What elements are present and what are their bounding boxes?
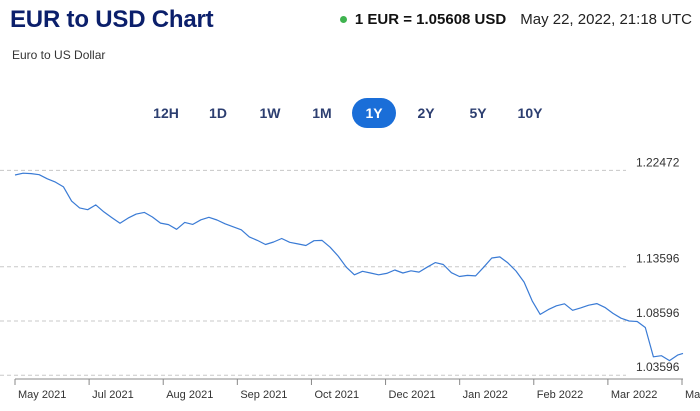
rate-value: 1 EUR = 1.05608 USD [354,11,507,28]
x-tick-label: May 2021 [18,389,66,401]
tab-2y[interactable]: 2Y [417,105,435,121]
y-tick-label: 1.13596 [636,252,680,266]
y-tick-label: 1.22472 [636,155,680,169]
tab-1d[interactable]: 1D [209,105,227,121]
x-tick-label: Oct 2021 [314,389,359,401]
x-tick-label: Dec 2021 [389,389,436,401]
x-tick-label: Feb 2022 [537,389,583,401]
page-title: EUR to USD Chart [10,6,214,33]
x-tick-label: Sep 2021 [240,389,287,401]
page-subtitle: Euro to US Dollar [12,48,106,62]
timeframe-tabs: 12H 1D 1W 1M 1Y 2Y 5Y 10Y [144,98,560,128]
tab-1y[interactable]: 1Y [352,98,396,128]
tab-1m[interactable]: 1M [312,105,332,121]
tab-10y[interactable]: 10Y [517,105,543,121]
x-tick-label: Aug 2021 [166,389,213,401]
current-rate: 1 EUR = 1.05608 USD May 22, 2022, 21:18 … [339,11,692,28]
rate-series-line [14,172,684,362]
live-status-dot-icon [339,16,347,23]
rate-timestamp: May 22, 2022, 21:18 UTC [520,11,692,28]
x-tick-label: Jul 2021 [92,389,134,401]
x-tick-label: Jan 2022 [463,389,508,401]
tab-12h[interactable]: 12H [153,105,179,121]
tab-5y[interactable]: 5Y [469,105,487,121]
y-tick-label: 1.08596 [636,306,680,320]
x-tick-label: Mar 2022 [611,389,657,401]
tab-1w[interactable]: 1W [259,105,281,121]
y-tick-label: 1.03596 [636,360,680,374]
x-tick-label: May 2022 [685,389,700,401]
